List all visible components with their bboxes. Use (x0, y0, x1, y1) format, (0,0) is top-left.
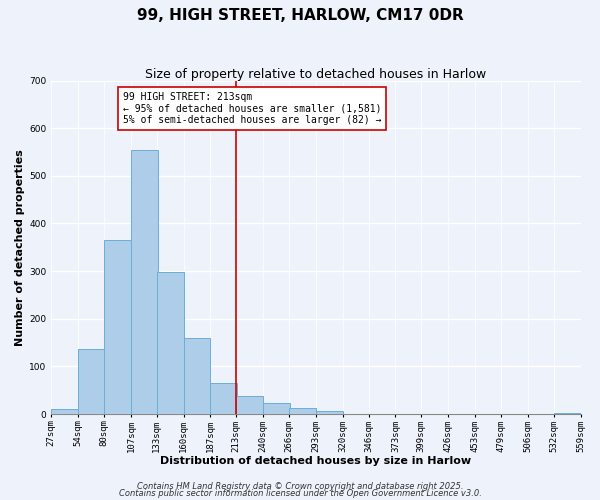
Text: 99, HIGH STREET, HARLOW, CM17 0DR: 99, HIGH STREET, HARLOW, CM17 0DR (137, 8, 463, 22)
Bar (104, 240, 131, 414)
Bar (211, 383, 238, 414)
Bar (316, 410, 343, 414)
Bar (236, 396, 263, 414)
Bar (184, 338, 211, 414)
Text: 99 HIGH STREET: 213sqm
← 95% of detached houses are smaller (1,581)
5% of semi-d: 99 HIGH STREET: 213sqm ← 95% of detached… (123, 92, 381, 126)
Text: Contains public sector information licensed under the Open Government Licence v3: Contains public sector information licen… (119, 488, 481, 498)
Bar (554, 413, 581, 414)
Bar (78, 349, 105, 414)
X-axis label: Distribution of detached houses by size in Harlow: Distribution of detached houses by size … (160, 456, 472, 466)
Bar (289, 408, 316, 414)
Y-axis label: Number of detached properties: Number of detached properties (15, 149, 25, 346)
Text: Contains HM Land Registry data © Crown copyright and database right 2025.: Contains HM Land Registry data © Crown c… (137, 482, 463, 491)
Bar (263, 403, 290, 414)
Title: Size of property relative to detached houses in Harlow: Size of property relative to detached ho… (145, 68, 487, 80)
Bar (51, 410, 78, 414)
Bar (131, 150, 158, 414)
Bar (157, 272, 184, 414)
